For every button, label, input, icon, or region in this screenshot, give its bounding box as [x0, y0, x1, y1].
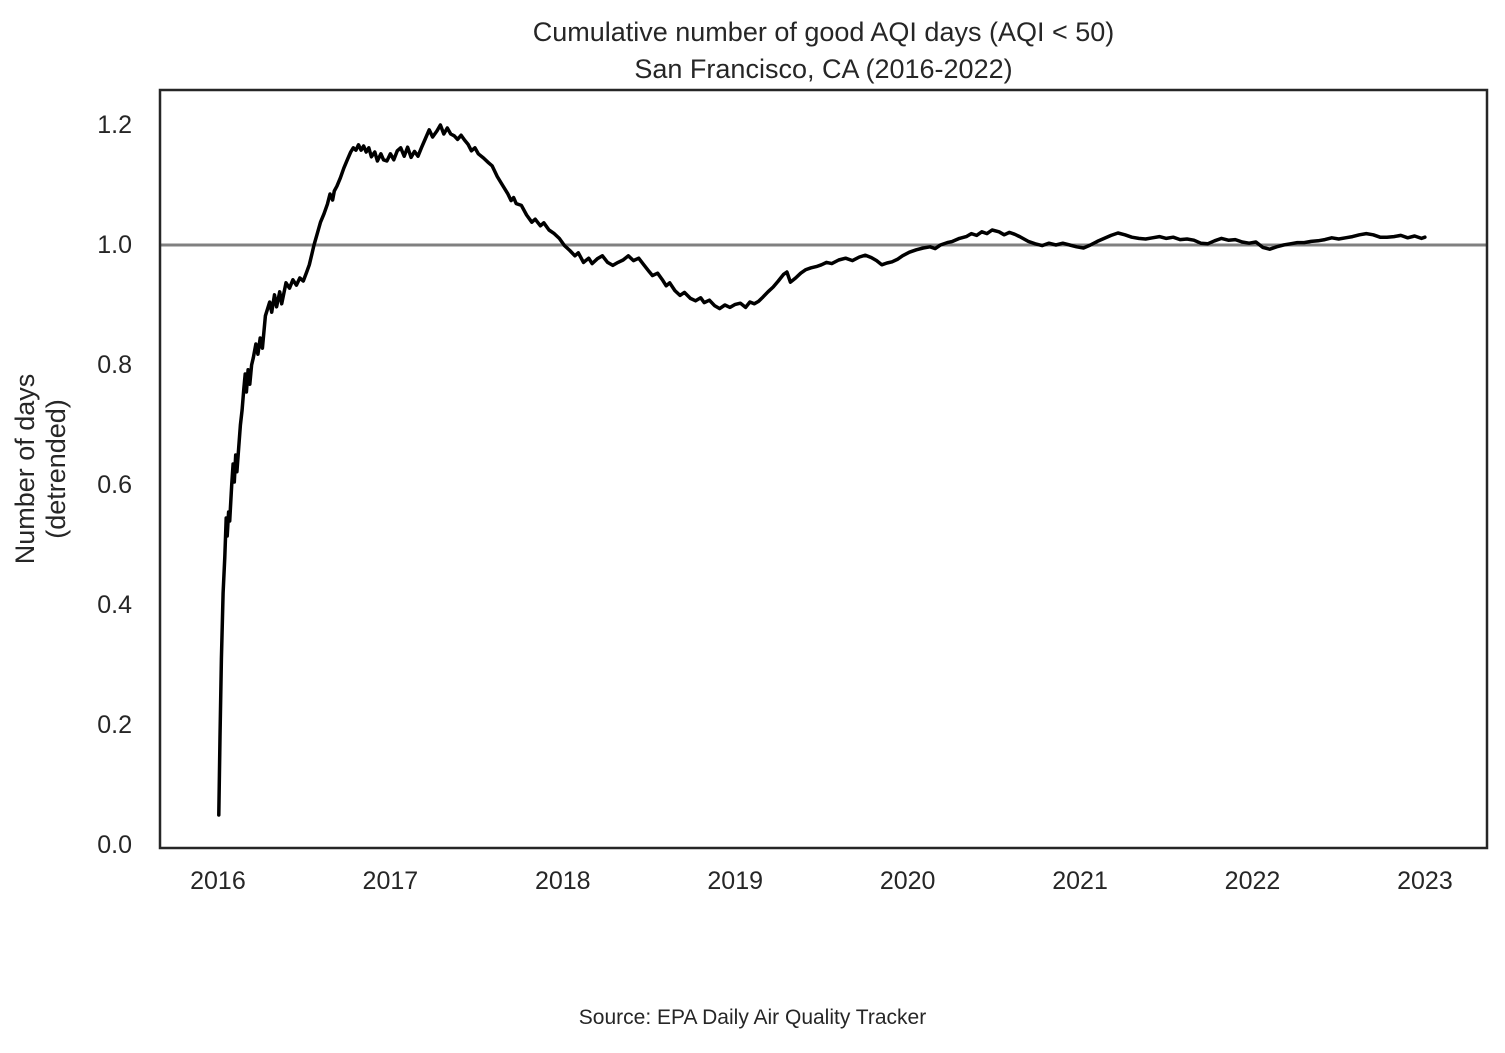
x-tick-label: 2021 — [1052, 867, 1108, 895]
x-tick-label: 2016 — [190, 867, 246, 895]
chart-title-line1: Cumulative number of good AQI days (AQI … — [532, 17, 1115, 47]
x-tick-label: 2020 — [879, 867, 936, 895]
x-tick-label: 2019 — [707, 867, 764, 895]
data-line — [217, 123, 1427, 817]
axes-border — [158, 88, 1489, 850]
y-tick-label: 0.8 — [97, 350, 132, 379]
chart-title-line2: San Francisco, CA (2016-2022) — [634, 54, 1013, 84]
x-tick-label: 2017 — [362, 867, 419, 895]
x-tick-label: 2018 — [534, 867, 591, 895]
y-tick-label: 0.4 — [97, 590, 132, 619]
y-tick-label: 0.2 — [97, 710, 132, 739]
y-tick-label: 0.6 — [97, 470, 132, 499]
y-tick-label: 1.0 — [97, 230, 132, 259]
x-tick-label: 2022 — [1224, 867, 1281, 895]
source-caption: Source: EPA Daily Air Quality Tracker — [578, 1006, 927, 1029]
x-tick-label: 2023 — [1397, 867, 1453, 895]
chart-title: Cumulative number of good AQI days (AQI … — [160, 14, 1487, 88]
y-tick-label: 1.2 — [97, 110, 132, 139]
y-tick-label: 0.0 — [97, 830, 132, 859]
